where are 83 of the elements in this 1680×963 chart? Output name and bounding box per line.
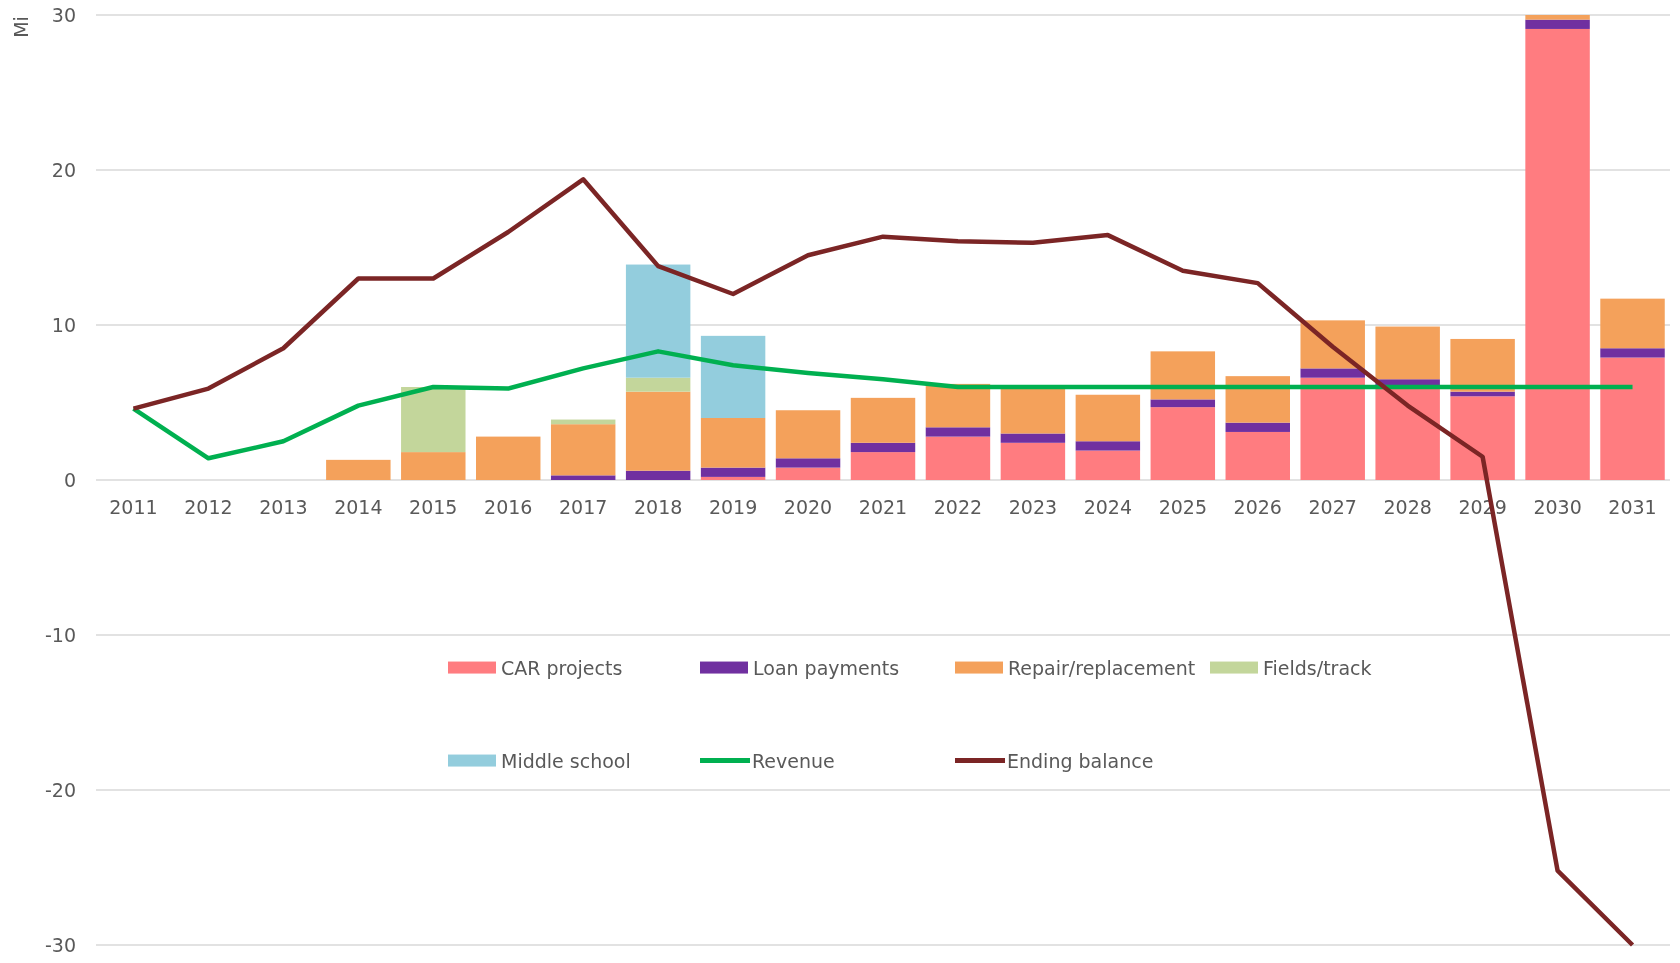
y-tick-label: -10 [44, 623, 76, 646]
bar [1075, 441, 1141, 451]
bar [1150, 407, 1216, 480]
bar [1600, 348, 1665, 358]
legend-label: CAR projects [501, 656, 623, 679]
bar [1225, 431, 1290, 480]
bar [1300, 377, 1365, 480]
bar [1300, 368, 1365, 378]
bar [1525, 19, 1590, 29]
x-tick-label: 2018 [633, 496, 683, 518]
bar [700, 335, 766, 418]
bar [1000, 433, 1066, 443]
y-tick-label: -30 [44, 933, 76, 956]
x-tick-label: 2031 [1608, 496, 1657, 518]
bar [326, 459, 391, 480]
legend-label: Ending balance [1007, 749, 1154, 772]
bar [775, 467, 841, 480]
bar [1000, 387, 1066, 434]
bar [850, 442, 916, 453]
x-tick-label: 2013 [259, 496, 308, 518]
y-tick-label: 20 [51, 158, 76, 181]
bar [1375, 326, 1440, 380]
bar [1450, 338, 1515, 392]
bar [775, 410, 841, 459]
bar [401, 452, 466, 480]
bar [1150, 351, 1216, 400]
bar [1450, 396, 1515, 480]
bar [925, 436, 991, 480]
x-tick-label: 2022 [933, 496, 983, 518]
bar [775, 458, 841, 468]
x-tick-label: 2016 [484, 496, 533, 518]
legend-label: Revenue [752, 749, 835, 772]
x-tick-label: 2019 [708, 496, 758, 518]
bar [1150, 399, 1216, 408]
bar [550, 424, 616, 476]
bar [700, 476, 766, 480]
bar [925, 427, 991, 437]
bar [625, 470, 691, 480]
bar [850, 452, 916, 480]
x-tick-label: 2028 [1383, 496, 1432, 518]
x-tick-label: 2011 [109, 496, 158, 518]
legend-label: Middle school [501, 749, 631, 772]
y-axis-title: Mi [10, 16, 32, 38]
y-tick-label: 0 [63, 468, 76, 491]
bar [1525, 28, 1590, 480]
y-tick-label: 10 [51, 313, 76, 336]
bar [625, 264, 691, 378]
bar [700, 467, 766, 477]
bar [1600, 298, 1665, 349]
x-tick-label: 2024 [1083, 496, 1133, 518]
bar [1225, 422, 1290, 432]
x-tick-label: 2012 [184, 496, 233, 518]
y-tick-label: -20 [44, 778, 76, 801]
bar [1600, 357, 1665, 480]
x-tick-label: 2025 [1158, 496, 1207, 518]
x-tick-label: 2020 [783, 496, 833, 518]
bar [1075, 450, 1141, 480]
bar [1375, 388, 1440, 480]
x-tick-label: 2014 [334, 496, 383, 518]
x-tick-label: 2015 [409, 496, 458, 518]
bar [1225, 376, 1290, 423]
legend-label: Repair/replacement [1008, 656, 1196, 679]
bar [550, 475, 616, 480]
bar [401, 387, 466, 453]
x-tick-label: 2030 [1533, 496, 1582, 518]
legend-label: Loan payments [753, 656, 900, 679]
bar [925, 383, 991, 428]
bar [1525, 15, 1590, 20]
bar [1000, 442, 1066, 480]
y-tick-label: 30 [51, 3, 76, 26]
bar [700, 418, 766, 468]
x-tick-label: 2026 [1233, 496, 1282, 518]
x-tick-label: 2027 [1308, 496, 1357, 518]
bar [476, 436, 541, 480]
bar [625, 377, 691, 392]
bar [850, 397, 916, 443]
x-tick-label: 2017 [559, 496, 608, 518]
bar [625, 391, 691, 471]
x-tick-label: 2021 [858, 496, 908, 518]
x-tick-label: 2023 [1008, 496, 1058, 518]
legend-label: Fields/track [1263, 656, 1372, 679]
line-series [131, 349, 1635, 461]
bar [1075, 394, 1141, 442]
